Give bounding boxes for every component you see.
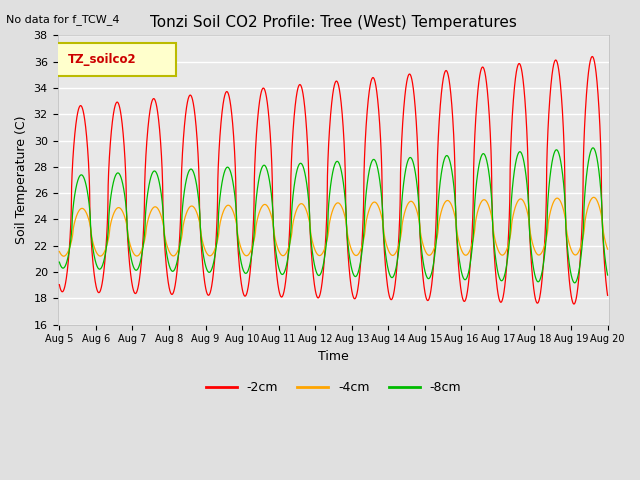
Text: No data for f_TCW_4: No data for f_TCW_4 — [6, 14, 120, 25]
Legend: -2cm, -4cm, -8cm: -2cm, -4cm, -8cm — [200, 376, 467, 399]
Text: TZ_soilco2: TZ_soilco2 — [67, 53, 136, 66]
X-axis label: Time: Time — [318, 350, 349, 363]
Title: Tonzi Soil CO2 Profile: Tree (West) Temperatures: Tonzi Soil CO2 Profile: Tree (West) Temp… — [150, 15, 517, 30]
Y-axis label: Soil Temperature (C): Soil Temperature (C) — [15, 116, 28, 244]
FancyBboxPatch shape — [55, 43, 176, 76]
